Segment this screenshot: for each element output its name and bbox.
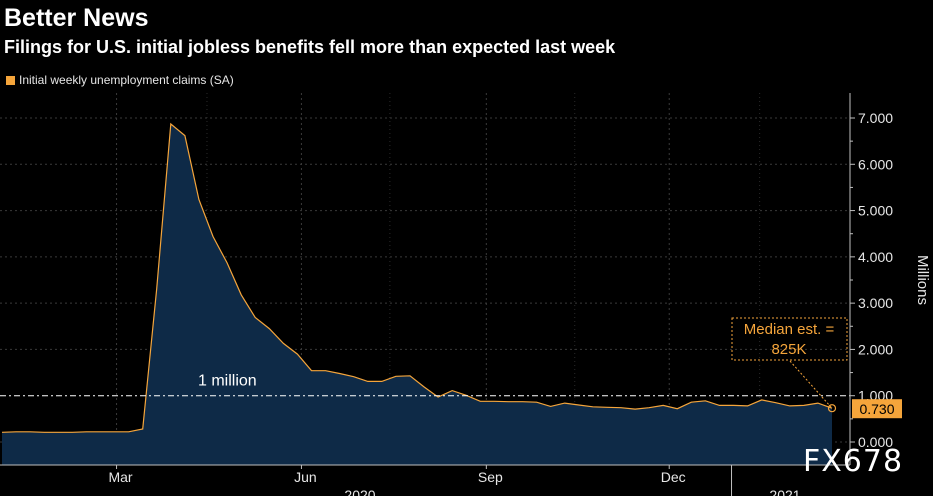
- x-tick-label: Dec: [661, 469, 686, 485]
- annotation-leader: [789, 360, 833, 409]
- y-tick-label: 5.000: [858, 203, 893, 219]
- chart-legend: Initial weekly unemployment claims (SA): [6, 73, 234, 87]
- x-tick-label: Mar: [108, 469, 132, 485]
- last-value-label: 0.730: [859, 401, 894, 417]
- chart-title: Better News: [4, 4, 149, 32]
- reference-line-label: 1 million: [198, 373, 257, 390]
- y-tick-label: 6.000: [858, 156, 893, 172]
- y-tick-label: 2.000: [858, 341, 893, 357]
- annotation-line-2: 825K: [771, 341, 806, 358]
- watermark-text: FX678: [803, 444, 904, 479]
- x-tick-label: Sep: [478, 469, 503, 485]
- chart-subtitle: Filings for U.S. initial jobless benefit…: [4, 37, 616, 57]
- legend-label: Initial weekly unemployment claims (SA): [19, 73, 234, 87]
- last-value-badge: [852, 399, 902, 419]
- annotation-box: [731, 317, 848, 361]
- y-tick-label: 0.000: [858, 434, 893, 450]
- y-axis-label: Millions: [914, 255, 931, 305]
- legend-swatch: [6, 75, 15, 85]
- series-line: [1, 122, 833, 433]
- annotation-line-1: Median est. =: [744, 321, 835, 338]
- x-tick-label: Jun: [294, 469, 317, 485]
- y-tick-label: 7.000: [858, 110, 893, 126]
- y-tick-label: 3.000: [858, 295, 893, 311]
- year-label-2021: 2021: [769, 487, 800, 496]
- y-tick-label: 4.000: [858, 249, 893, 265]
- annotation-marker: [827, 404, 837, 413]
- series-area: [2, 124, 832, 465]
- year-label-2020: 2020: [344, 487, 375, 496]
